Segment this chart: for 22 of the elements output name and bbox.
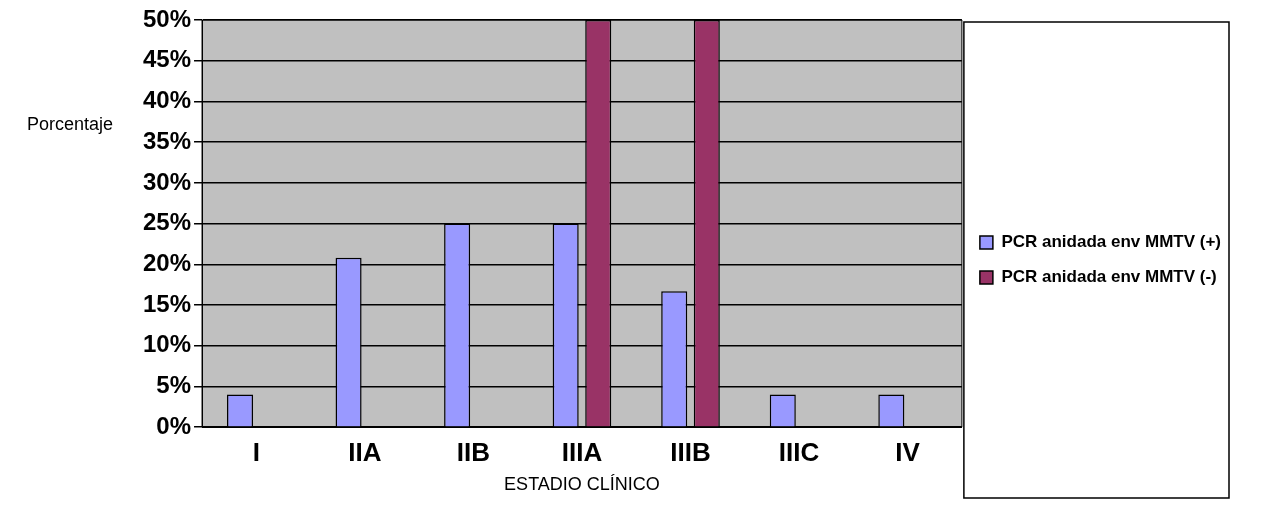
x-tick-label: IIB [456,436,491,467]
legend-label: PCR anidada env MMTV (-) [1001,267,1217,287]
y-tick-label: 25% [142,208,192,236]
y-tick-label: 30% [142,167,192,195]
y-tick-label: 45% [142,45,192,73]
legend-label: PCR anidada env MMTV (+) [1001,232,1222,252]
x-tick-label: IIIB [670,436,711,467]
y-axis-title: Porcentaje [26,113,114,134]
x-tick-label: IV [895,436,921,467]
y-tick-label: 50% [142,4,192,32]
y-tick-label: 10% [142,330,192,358]
x-tick-label: I [252,436,260,467]
x-tick-label: IIA [348,436,382,467]
y-tick-label: 15% [142,289,192,317]
y-tick-label: 0% [156,411,192,439]
x-axis-title: ESTADIO CLÍNICO [504,474,660,495]
y-tick-label: 20% [142,248,192,276]
x-tick-label: IIIC [778,436,820,467]
y-tick-label: 5% [156,371,192,399]
y-tick-label: 40% [142,86,192,114]
x-tick-label: IIIA [561,436,603,467]
y-tick-label: 35% [142,126,192,154]
